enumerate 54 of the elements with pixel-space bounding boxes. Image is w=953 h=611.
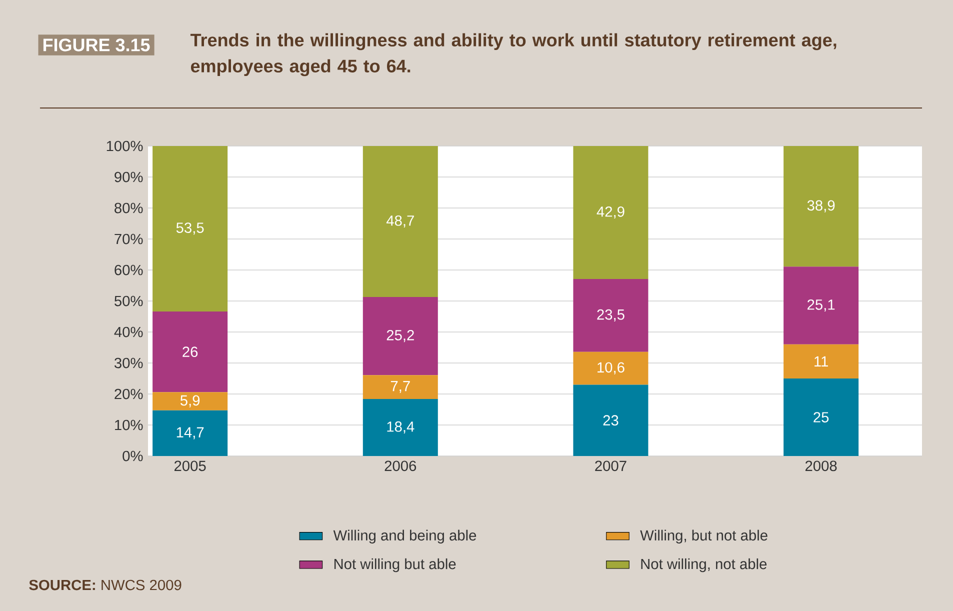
y-tick-label: 0% (122, 450, 143, 462)
bar (152, 392, 228, 410)
bar (573, 352, 648, 385)
chart-title: Trends in the willingness and ability to work until statutory retirement age, employees aged 45 to 64. (190, 33, 836, 76)
y-tick-label: 60% (114, 264, 143, 276)
data-label: 25,1 (808, 299, 835, 312)
data-label: 53,5 (176, 222, 204, 235)
bar (784, 266, 859, 344)
legend-label: Willing, but not able (640, 530, 768, 544)
bar (573, 384, 648, 456)
text: SOURCE: NWCS 2009 (29, 580, 182, 590)
data-label: 26 (182, 346, 198, 358)
x-tick-label: 2008 (805, 460, 837, 472)
bar (362, 398, 438, 456)
y-tick-label: 100% (106, 140, 143, 152)
data-label: 10,6 (598, 362, 624, 374)
data-label: 18,4 (387, 421, 414, 434)
legend-label: Not willing, not able (641, 558, 767, 572)
y-tick-label: 50% (114, 296, 143, 306)
y-tick-label: 10% (115, 420, 143, 430)
caption: FIGURE 3.15 (43, 38, 150, 52)
y-tick-label: 40% (114, 326, 143, 338)
bar (784, 344, 859, 378)
data-label: 42,9 (596, 206, 624, 219)
y-tick-label: 70% (114, 234, 143, 244)
bar (784, 378, 859, 456)
data-label: 14,7 (176, 427, 204, 440)
data-label: 23 (603, 415, 618, 426)
x-tick-label: 2006 (384, 460, 416, 472)
legend-label: Willing and being able (333, 530, 476, 544)
bar (573, 146, 648, 279)
bar (362, 146, 438, 297)
x-tick-label: 2007 (595, 460, 626, 472)
y-tick-label: 30% (114, 358, 143, 368)
bar (573, 278, 648, 352)
bar (362, 296, 438, 376)
bar (152, 146, 228, 312)
data-label: 38,9 (807, 200, 835, 212)
bar (152, 312, 228, 392)
legend-label: Not willing but able (334, 558, 456, 572)
data-label: 11 (814, 356, 828, 366)
bar (152, 410, 228, 456)
y-tick-label: 80% (114, 202, 143, 214)
data-label: 23,5 (597, 309, 624, 322)
bar (784, 146, 859, 267)
data-label: 25,2 (386, 330, 414, 342)
bar (362, 375, 438, 399)
x-tick-label: 2005 (174, 460, 206, 472)
y-tick-label: 90% (114, 172, 143, 182)
data-label: 25 (814, 412, 829, 422)
data-label: 7,7 (390, 381, 410, 394)
data-label: 48,7 (386, 215, 414, 228)
y-tick-label: 20% (114, 388, 143, 400)
data-label: 5,9 (180, 395, 200, 408)
